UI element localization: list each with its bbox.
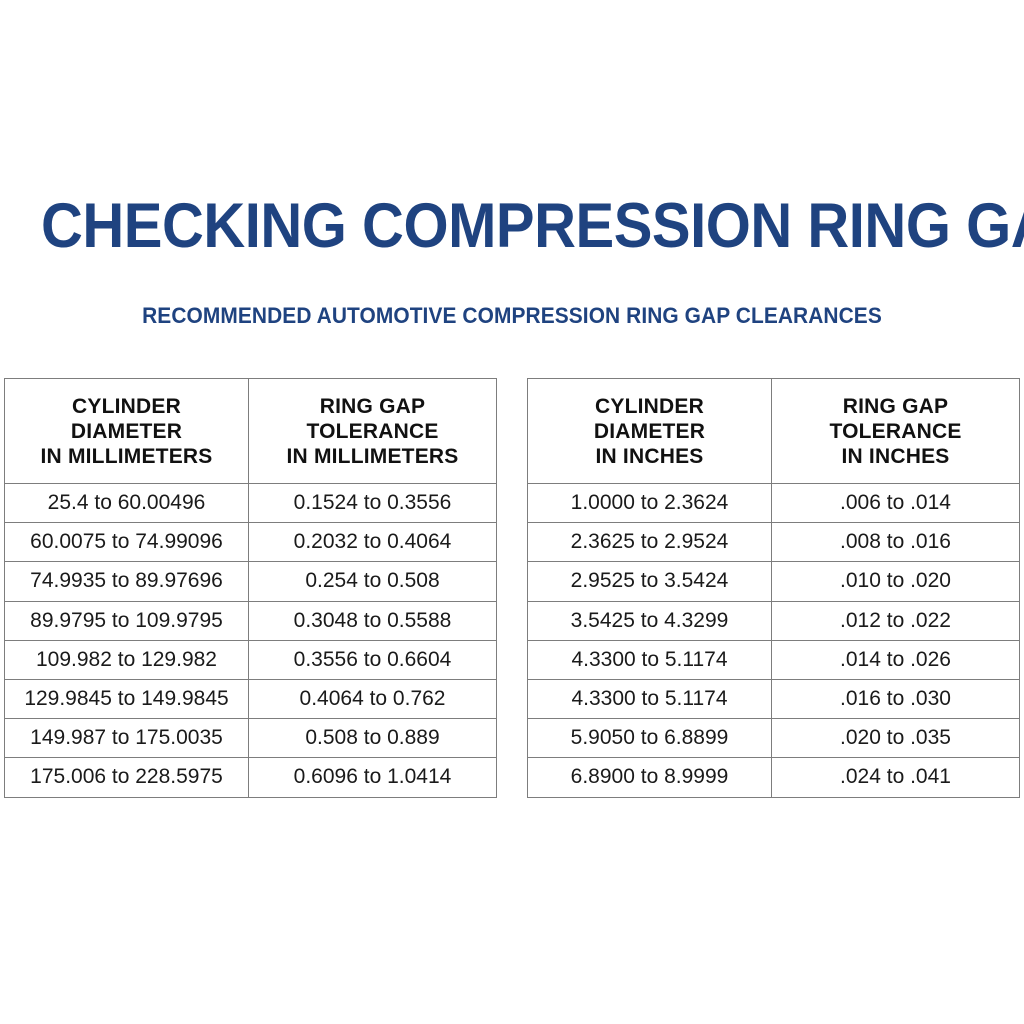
table-row: 1.0000 to 2.3624 .006 to .014: [527, 482, 1020, 524]
cell-ring-gap-tolerance: .008 to .016: [771, 522, 1020, 563]
table-row: 109.982 to 129.982 0.3556 to 0.6604: [4, 639, 497, 680]
column-header-cylinder-diameter-mm: CYLINDER DIAMETER IN MILLIMETERS: [4, 378, 249, 484]
table-row: 89.9795 to 109.9795 0.3048 to 0.5588: [4, 600, 497, 641]
cell-ring-gap-tolerance: 0.3556 to 0.6604: [248, 639, 497, 680]
cell-cylinder-diameter: 4.3300 to 5.1174: [527, 639, 772, 680]
cell-ring-gap-tolerance: .014 to .026: [771, 639, 1020, 680]
table-row: 6.8900 to 8.9999 .024 to .041: [527, 757, 1020, 798]
cell-ring-gap-tolerance: 0.508 to 0.889: [248, 718, 497, 759]
cell-ring-gap-tolerance: .020 to .035: [771, 718, 1020, 759]
header-line-3: IN MILLIMETERS: [40, 444, 213, 468]
cell-cylinder-diameter: 6.8900 to 8.9999: [527, 757, 772, 798]
cell-cylinder-diameter: 74.9935 to 89.97696: [4, 561, 249, 602]
cell-cylinder-diameter: 89.9795 to 109.9795: [4, 600, 249, 641]
header-line-1: RING GAP: [842, 394, 949, 418]
table-row: 60.0075 to 74.99096 0.2032 to 0.4064: [4, 522, 497, 563]
table-row: 2.3625 to 2.9524 .008 to .016: [527, 522, 1020, 563]
table-header-row: CYLINDER DIAMETER IN MILLIMETERS RING GA…: [4, 378, 497, 484]
table-row: 74.9935 to 89.97696 0.254 to 0.508: [4, 561, 497, 602]
cell-ring-gap-tolerance: .016 to .030: [771, 678, 1020, 720]
cell-cylinder-diameter: 149.987 to 175.0035: [4, 718, 249, 759]
cell-cylinder-diameter: 129.9845 to 149.9845: [4, 678, 249, 720]
cell-cylinder-diameter: 60.0075 to 74.99096: [4, 522, 249, 563]
cell-cylinder-diameter: 175.006 to 228.5975: [4, 757, 249, 798]
cell-ring-gap-tolerance: 0.1524 to 0.3556: [248, 482, 497, 524]
cell-ring-gap-tolerance: .012 to .022: [771, 600, 1020, 641]
cell-ring-gap-tolerance: .010 to .020: [771, 561, 1020, 602]
cell-cylinder-diameter: 1.0000 to 2.3624: [527, 482, 772, 524]
table-row: 175.006 to 228.5975 0.6096 to 1.0414: [4, 757, 497, 798]
column-header-ring-gap-tolerance-mm: RING GAP TOLERANCE IN MILLIMETERS: [248, 378, 497, 484]
table-row: 149.987 to 175.0035 0.508 to 0.889: [4, 718, 497, 759]
header-line-2: TOLERANCE: [829, 419, 962, 443]
cell-cylinder-diameter: 2.3625 to 2.9524: [527, 522, 772, 563]
cell-cylinder-diameter: 4.3300 to 5.1174: [527, 678, 772, 720]
cell-cylinder-diameter: 3.5425 to 4.3299: [527, 600, 772, 641]
table-row: 3.5425 to 4.3299 .012 to .022: [527, 600, 1020, 641]
table-row: 129.9845 to 149.9845 0.4064 to 0.762: [4, 678, 497, 720]
header-line-3: IN INCHES: [841, 444, 950, 468]
cell-cylinder-diameter: 5.9050 to 6.8899: [527, 718, 772, 759]
column-header-ring-gap-tolerance-in: RING GAP TOLERANCE IN INCHES: [771, 378, 1020, 484]
table-row: 4.3300 to 5.1174 .014 to .026: [527, 639, 1020, 680]
cell-ring-gap-tolerance: .024 to .041: [771, 757, 1020, 798]
metric-ring-gap-table: CYLINDER DIAMETER IN MILLIMETERS RING GA…: [4, 378, 497, 798]
imperial-ring-gap-table: CYLINDER DIAMETER IN INCHES RING GAP TOL…: [527, 378, 1020, 798]
page-title: CHECKING COMPRESSION RING GAPS: [40, 191, 1024, 261]
cell-ring-gap-tolerance: .006 to .014: [771, 482, 1020, 524]
cell-ring-gap-tolerance: 0.2032 to 0.4064: [248, 522, 497, 563]
table-row: 25.4 to 60.00496 0.1524 to 0.3556: [4, 482, 497, 524]
header-line-1: RING GAP: [319, 394, 426, 418]
header-line-1: CYLINDER: [595, 394, 704, 418]
cell-cylinder-diameter: 25.4 to 60.00496: [4, 482, 249, 524]
header-line-2: DIAMETER: [70, 419, 183, 443]
cell-ring-gap-tolerance: 0.4064 to 0.762: [248, 678, 497, 720]
cell-ring-gap-tolerance: 0.3048 to 0.5588: [248, 600, 497, 641]
table-row: 5.9050 to 6.8899 .020 to .035: [527, 718, 1020, 759]
page-subtitle: RECOMMENDED AUTOMOTIVE COMPRESSION RING …: [142, 303, 882, 328]
cell-ring-gap-tolerance: 0.254 to 0.508: [248, 561, 497, 602]
cell-ring-gap-tolerance: 0.6096 to 1.0414: [248, 757, 497, 798]
cell-cylinder-diameter: 109.982 to 129.982: [4, 639, 249, 680]
cell-cylinder-diameter: 2.9525 to 3.5424: [527, 561, 772, 602]
header-line-2: DIAMETER: [593, 419, 706, 443]
header-line-1: CYLINDER: [72, 394, 181, 418]
table-row: 2.9525 to 3.5424 .010 to .020: [527, 561, 1020, 602]
table-header-row: CYLINDER DIAMETER IN INCHES RING GAP TOL…: [527, 378, 1020, 484]
header-line-2: TOLERANCE: [306, 419, 439, 443]
header-line-3: IN INCHES: [595, 444, 704, 468]
column-header-cylinder-diameter-in: CYLINDER DIAMETER IN INCHES: [527, 378, 772, 484]
header-line-3: IN MILLIMETERS: [286, 444, 459, 468]
table-row: 4.3300 to 5.1174 .016 to .030: [527, 678, 1020, 720]
